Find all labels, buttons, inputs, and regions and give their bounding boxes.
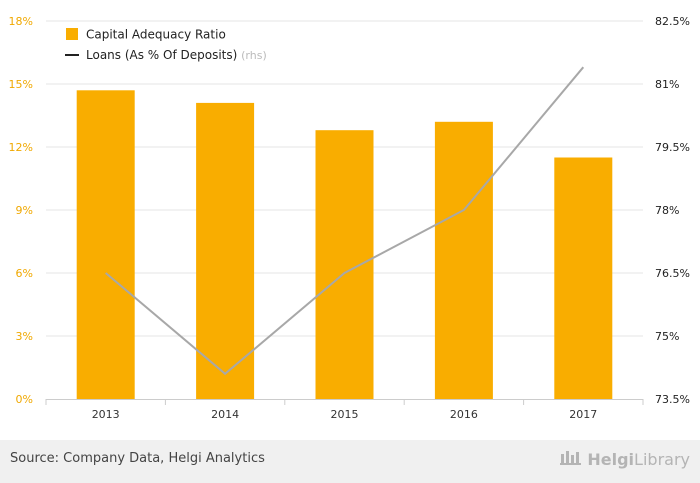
x-tick-label: 2014 <box>211 408 239 421</box>
x-tick-label: 2017 <box>569 408 597 421</box>
brand[interactable]: HelgiLibrary <box>560 448 690 470</box>
y-right-tick-label: 79.5% <box>655 141 690 154</box>
y-left-tick-label: 9% <box>16 204 33 217</box>
x-tick-label: 2015 <box>331 408 359 421</box>
x-tick-label: 2013 <box>92 408 120 421</box>
y-left-tick-label: 6% <box>16 267 33 280</box>
y-left-tick-label: 15% <box>9 78 33 91</box>
brand-suffix: Library <box>634 449 690 469</box>
y-right-tick-label: 76.5% <box>655 267 690 280</box>
bar-2014 <box>196 102 255 400</box>
bar-2015 <box>315 130 374 399</box>
y-left-tick-label: 0% <box>16 393 33 406</box>
x-tick-label: 2016 <box>450 408 478 421</box>
bar-2016 <box>434 121 493 400</box>
chart-footer: Source: Company Data, Helgi Analytics He… <box>0 440 700 483</box>
y-left-tick-label: 3% <box>16 330 33 343</box>
bar-2013 <box>76 90 135 400</box>
brand-prefix: Helgi <box>587 449 635 469</box>
helgi-library-logo-icon <box>560 448 582 470</box>
source-note: Source: Company Data, Helgi Analytics <box>10 451 265 466</box>
y-left-tick-label: 18% <box>9 15 33 28</box>
legend-swatch-bar <box>66 28 78 40</box>
y-right-tick-label: 75% <box>655 330 679 343</box>
y-left-tick-label: 12% <box>9 141 33 154</box>
legend-label-line: Loans (As % Of Deposits) (rhs) <box>86 48 267 62</box>
y-right-tick-label: 73.5% <box>655 393 690 406</box>
combo-chart: 0% 3% 6% 9% 12% 15% 18% 73.5% 75% 76.5% 78% 79.5% 81… <box>9 15 690 421</box>
y-right-tick-label: 78% <box>655 204 679 217</box>
y-right-tick-label: 82.5% <box>655 15 690 28</box>
bar-2017 <box>554 157 613 399</box>
legend-label-bar: Capital Adequacy Ratio <box>86 28 226 42</box>
y-right-tick-label: 81% <box>655 78 679 91</box>
